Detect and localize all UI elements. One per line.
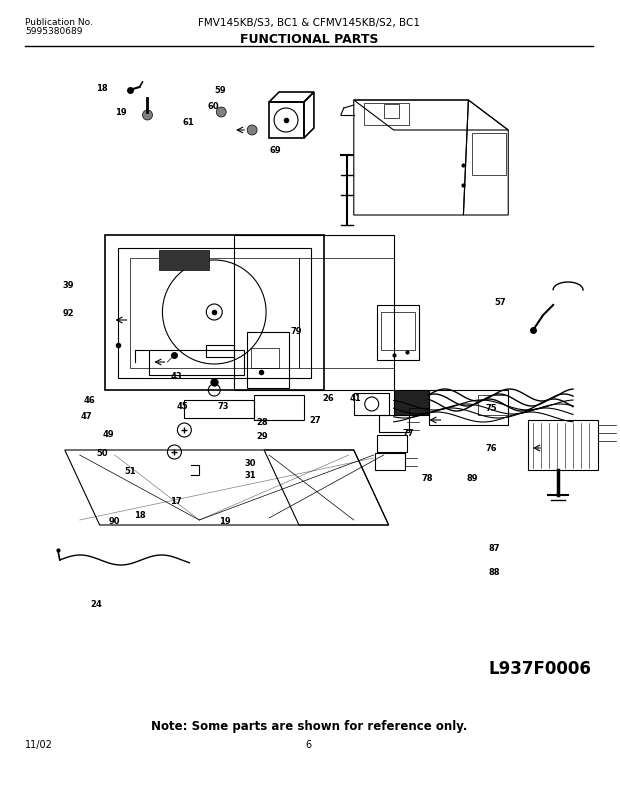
Text: 60: 60 bbox=[208, 102, 219, 111]
Text: 17: 17 bbox=[170, 496, 182, 506]
Text: 41: 41 bbox=[349, 394, 361, 404]
Text: 73: 73 bbox=[217, 402, 229, 412]
Text: 31: 31 bbox=[244, 471, 255, 481]
Text: 24: 24 bbox=[90, 600, 102, 609]
Text: 27: 27 bbox=[309, 416, 321, 425]
Text: 59: 59 bbox=[214, 86, 226, 95]
Text: 5995380689: 5995380689 bbox=[25, 27, 82, 36]
Text: 30: 30 bbox=[244, 459, 255, 469]
Text: FMV145KB/S3, BC1 & CFMV145KB/S2, BC1: FMV145KB/S3, BC1 & CFMV145KB/S2, BC1 bbox=[198, 18, 420, 28]
Text: 79: 79 bbox=[290, 327, 302, 336]
Text: 92: 92 bbox=[63, 308, 74, 318]
Text: 11/02: 11/02 bbox=[25, 740, 53, 750]
Text: 90: 90 bbox=[109, 517, 120, 527]
Text: Note: Some parts are shown for reference only.: Note: Some parts are shown for reference… bbox=[151, 720, 467, 733]
Text: 69: 69 bbox=[269, 146, 281, 155]
Text: 89: 89 bbox=[466, 473, 478, 483]
Text: FUNCTIONAL PARTS: FUNCTIONAL PARTS bbox=[240, 33, 378, 46]
Circle shape bbox=[216, 107, 226, 117]
Text: 26: 26 bbox=[322, 394, 334, 404]
Text: 29: 29 bbox=[257, 431, 268, 441]
Text: 47: 47 bbox=[81, 412, 92, 421]
Text: 77: 77 bbox=[402, 429, 414, 439]
Text: 46: 46 bbox=[84, 396, 95, 405]
Text: 50: 50 bbox=[97, 449, 108, 458]
Text: 28: 28 bbox=[257, 418, 268, 427]
Text: 45: 45 bbox=[177, 402, 188, 412]
Polygon shape bbox=[159, 250, 210, 270]
Polygon shape bbox=[394, 390, 428, 415]
Text: 39: 39 bbox=[63, 281, 74, 290]
Text: 78: 78 bbox=[421, 473, 433, 483]
Text: 18: 18 bbox=[97, 84, 108, 94]
Text: 43: 43 bbox=[170, 372, 182, 381]
Circle shape bbox=[247, 125, 257, 135]
Text: 19: 19 bbox=[219, 517, 231, 527]
Text: 51: 51 bbox=[124, 467, 136, 477]
Text: L937F0006: L937F0006 bbox=[489, 660, 591, 678]
Circle shape bbox=[143, 110, 153, 120]
Text: 18: 18 bbox=[133, 511, 145, 520]
Text: 19: 19 bbox=[115, 108, 126, 117]
Text: 61: 61 bbox=[183, 118, 195, 128]
Text: 76: 76 bbox=[485, 443, 497, 453]
Text: 57: 57 bbox=[494, 298, 506, 308]
Text: 87: 87 bbox=[488, 544, 500, 554]
Text: 49: 49 bbox=[103, 430, 114, 439]
Text: 75: 75 bbox=[485, 404, 497, 413]
Text: 88: 88 bbox=[488, 568, 500, 577]
Text: 6: 6 bbox=[306, 740, 312, 750]
Text: Publication No.: Publication No. bbox=[25, 18, 93, 27]
